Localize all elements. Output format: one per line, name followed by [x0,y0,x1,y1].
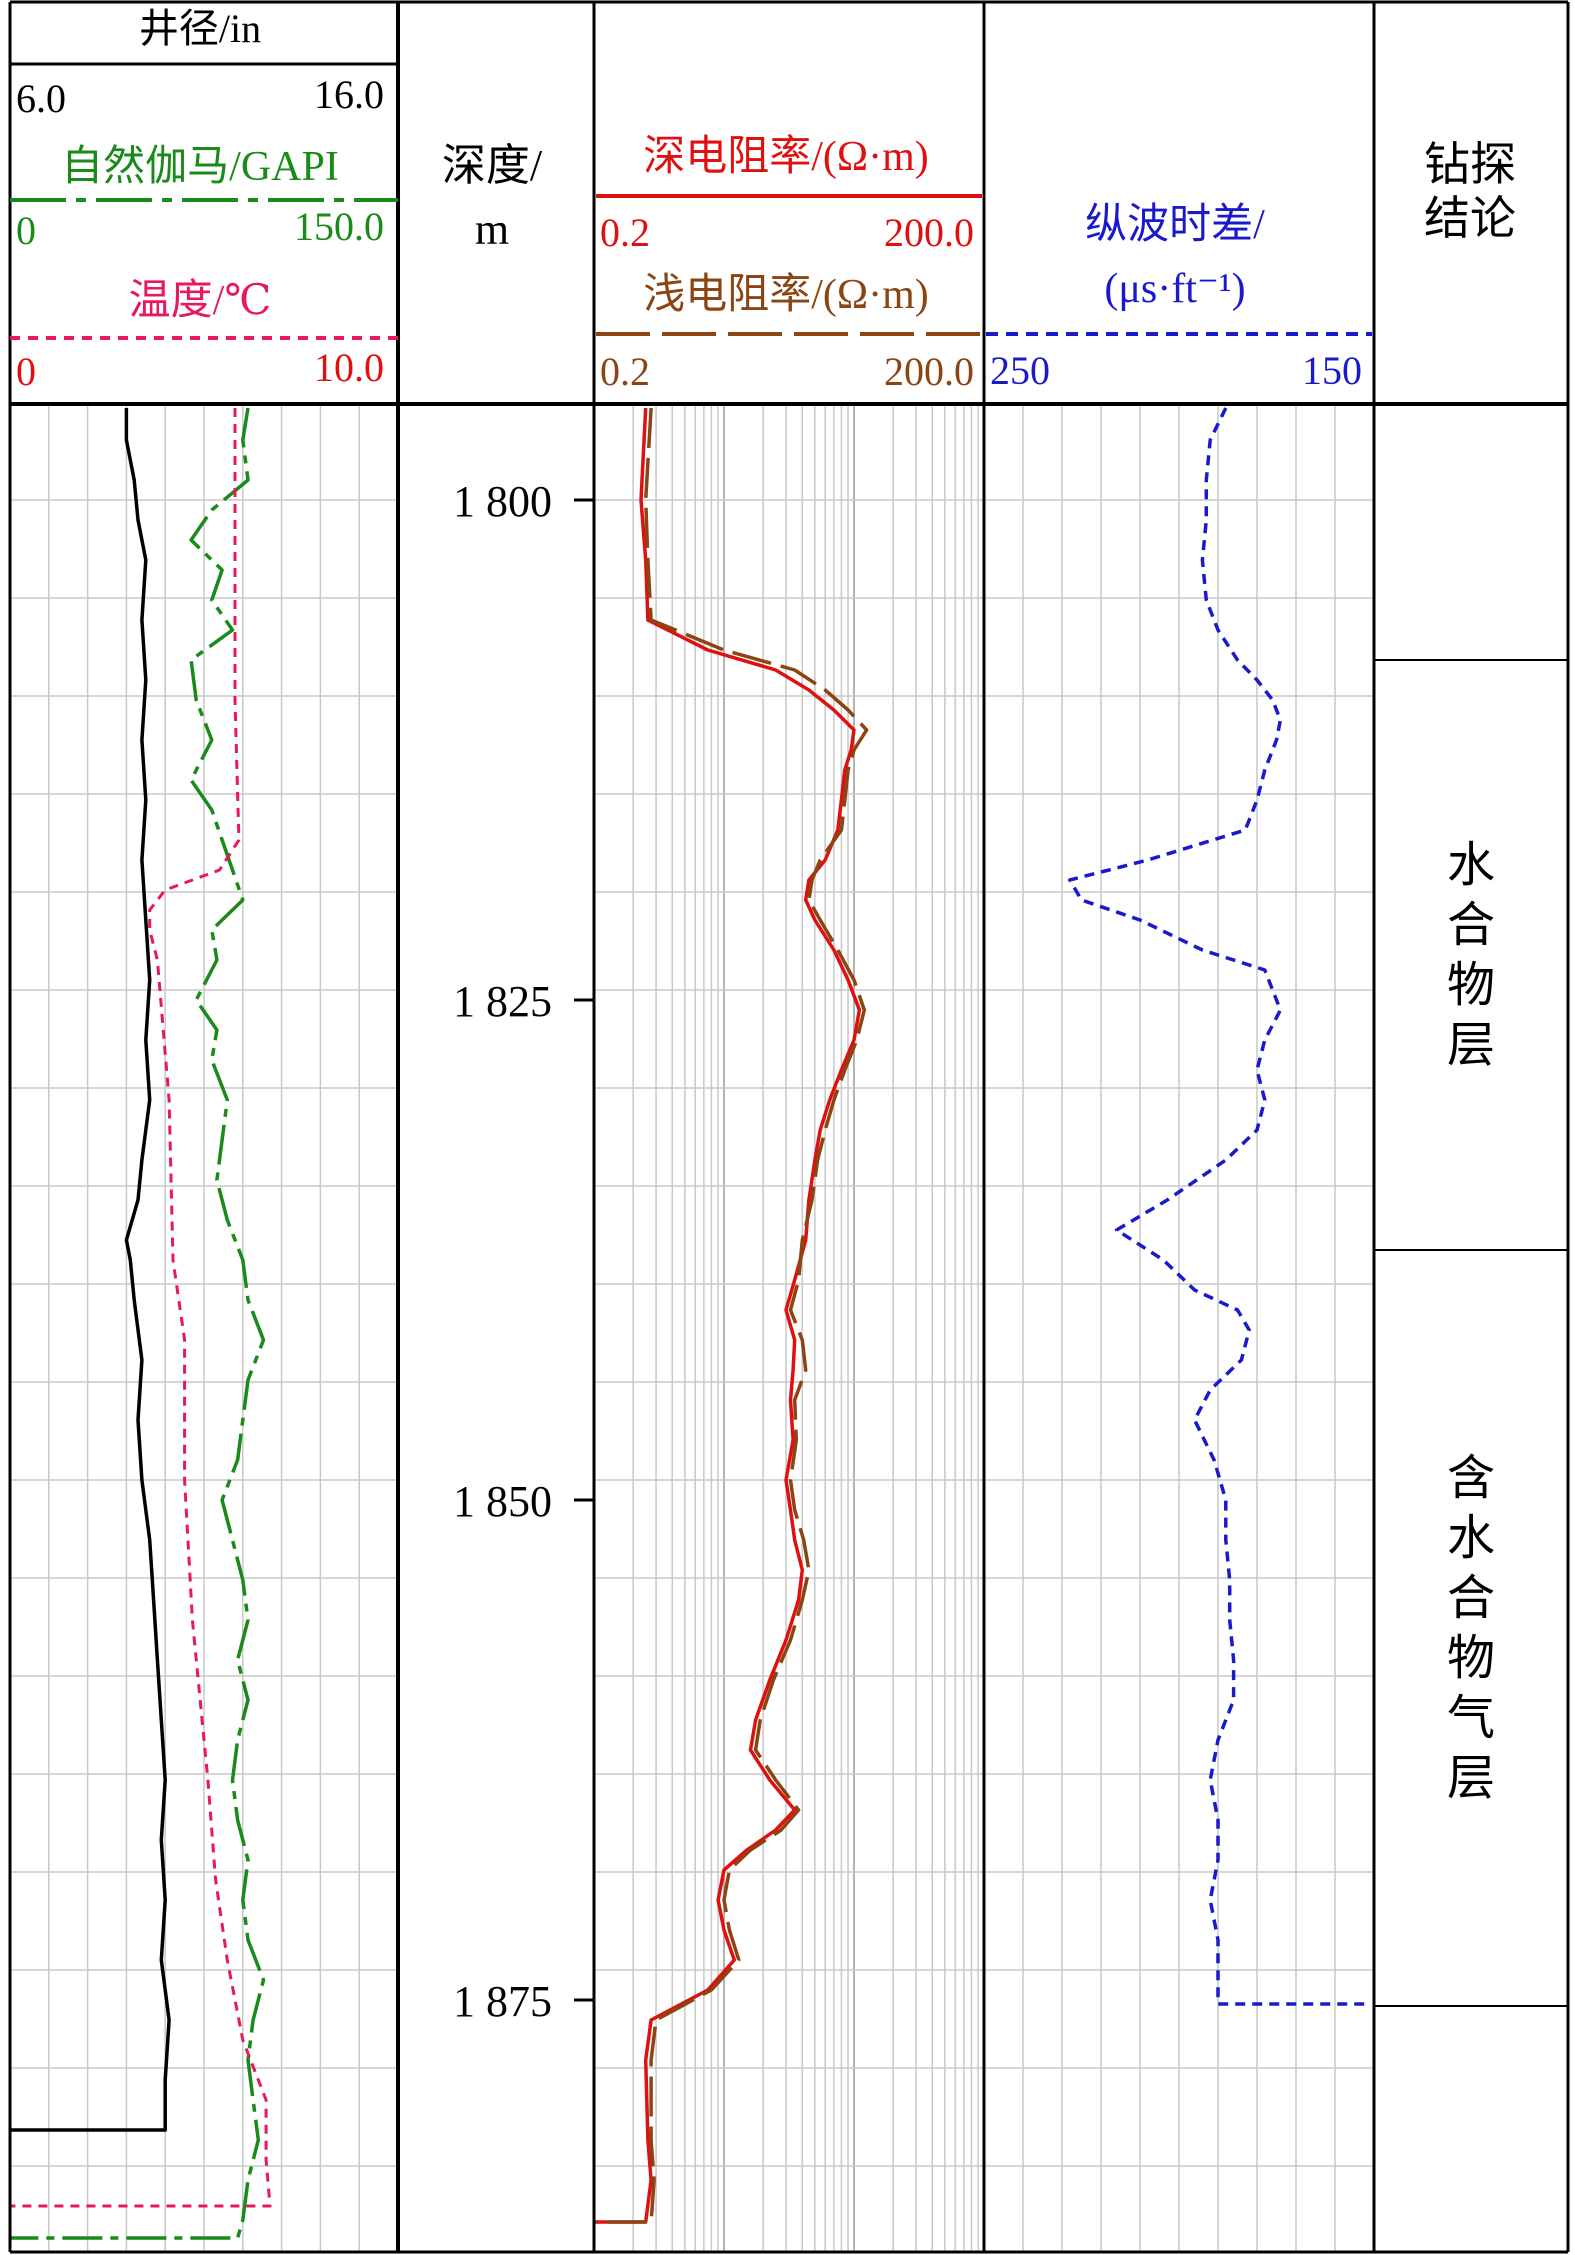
track-frame [8,0,1570,2254]
sonic-min: 250 [990,348,1050,393]
temperature-min: 0 [16,349,36,394]
conclusion-title-line2: 结论 [1424,193,1516,244]
caliper-max: 16.0 [314,72,384,117]
depth-title-line2: m [475,205,509,254]
depth-title-line1: 深度/ [442,141,543,190]
depth-tick-label: 1 850 [453,1477,552,1526]
temperature-curve [10,408,272,2208]
temperature-title: 温度/℃ [129,278,272,324]
temperature-max: 10.0 [314,345,384,390]
depth-ticks: 1 800 1 825 1 850 1 875 [453,477,594,2026]
deep-res-curve [594,407,862,2224]
deep-res-max: 200.0 [884,210,974,255]
depth-tick-label: 1 800 [453,477,552,526]
zone-label-char: 气 [1447,1692,1495,1745]
zone-label-char: 层 [1447,1752,1495,1805]
track-grids [10,404,1374,2252]
gamma-max: 150.0 [294,204,384,249]
caliper-title: 井径/in [139,6,261,51]
log-curves [10,407,1367,2240]
zone-label-char: 水 [1447,839,1495,892]
caliper-min: 6.0 [16,76,66,121]
zone-label-char: 水 [1447,1512,1495,1565]
sonic-title-line1: 纵波时差/ [1085,202,1265,248]
shallow-res-curve [594,407,869,2224]
shallow-res-min: 0.2 [600,349,650,394]
deep-res-title: 深电阻率/(Ω·m) [643,133,929,180]
deep-res-min: 0.2 [600,210,650,255]
gamma-min: 0 [16,208,36,253]
zone-label-char: 层 [1447,1019,1495,1072]
sonic-max: 150 [1302,348,1362,393]
conclusion-title-line1: 钻探 [1424,139,1516,190]
zone-label-char: 物 [1447,1632,1495,1685]
zone-label-char: 含 [1447,1452,1495,1505]
sonic-title-line2: (μs·ft⁻¹) [1104,266,1245,312]
depth-tick-label: 1 825 [453,977,552,1026]
shallow-res-title: 浅电阻率/(Ω·m) [643,271,929,318]
zone-label-char: 合 [1447,1572,1495,1625]
zone-label-char: 物 [1447,959,1495,1012]
gamma-title: 自然伽马/GAPI [61,143,339,190]
sonic-curve [1068,407,1367,2006]
caliper-curve [10,408,171,2132]
shallow-res-max: 200.0 [884,349,974,394]
depth-tick-label: 1 875 [453,1977,552,2026]
header-legend: 井径/in 6.0 16.0 自然伽马/GAPI 0 150.0 温度/℃ 0 … [10,6,1516,394]
gamma-curve [10,407,266,2240]
zone-label-char: 合 [1447,899,1495,952]
